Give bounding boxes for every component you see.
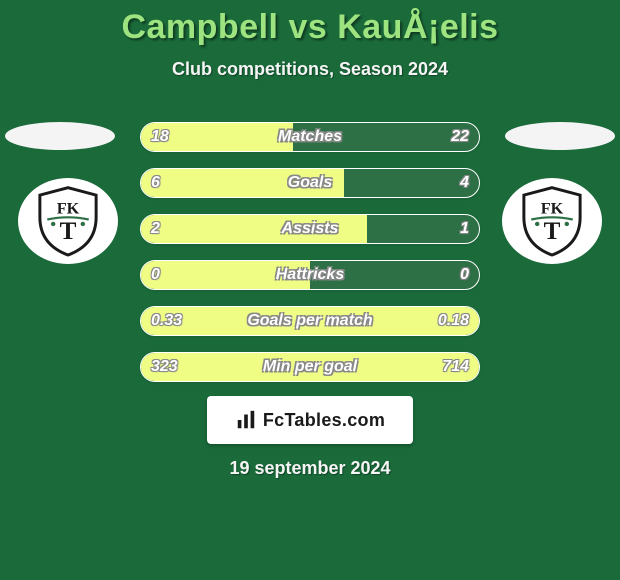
shield-icon: FK T (31, 184, 105, 258)
stat-row: 21Assists (140, 214, 480, 244)
stat-value-left: 0 (141, 261, 170, 290)
page-subtitle: Club competitions, Season 2024 (0, 59, 620, 80)
svg-text:FK: FK (541, 199, 564, 218)
stat-row: 323714Min per goal (140, 352, 480, 382)
stat-value-right: 0.18 (428, 307, 479, 336)
shield-icon: FK T (515, 184, 589, 258)
stat-value-right: 0 (450, 261, 479, 290)
stat-fill-left (141, 353, 479, 381)
stat-row: 0.330.18Goals per match (140, 306, 480, 336)
svg-text:T: T (544, 218, 561, 245)
bar-chart-icon (235, 409, 257, 431)
stat-value-right: 22 (441, 123, 479, 152)
page-title: Campbell vs KauÅ¡elis (0, 0, 620, 47)
svg-text:FK: FK (57, 199, 80, 218)
stat-value-right: 1 (450, 215, 479, 244)
footer-date: 19 september 2024 (0, 458, 620, 479)
stat-value-left: 6 (141, 169, 170, 198)
player-right-ellipse (505, 122, 615, 150)
stat-value-left: 0.33 (141, 307, 192, 336)
stat-fill-left (141, 215, 367, 243)
stat-value-right: 714 (432, 353, 479, 382)
stat-row: 00Hattricks (140, 260, 480, 290)
stat-row: 1822Matches (140, 122, 480, 152)
stat-fill-left (141, 169, 344, 197)
team-crest-right: FK T (502, 178, 602, 264)
stat-value-left: 18 (141, 123, 179, 152)
stat-value-left: 2 (141, 215, 170, 244)
player-left-ellipse (5, 122, 115, 150)
stat-value-right: 4 (450, 169, 479, 198)
svg-text:T: T (60, 218, 77, 245)
brand-badge[interactable]: FcTables.com (207, 396, 413, 444)
brand-text: FcTables.com (263, 410, 385, 431)
page-root: Campbell vs KauÅ¡elis Club competitions,… (0, 0, 620, 580)
stats-panel: 1822Matches64Goals21Assists00Hattricks0.… (140, 122, 480, 398)
stat-value-left: 323 (141, 353, 188, 382)
team-crest-left: FK T (18, 178, 118, 264)
stat-row: 64Goals (140, 168, 480, 198)
